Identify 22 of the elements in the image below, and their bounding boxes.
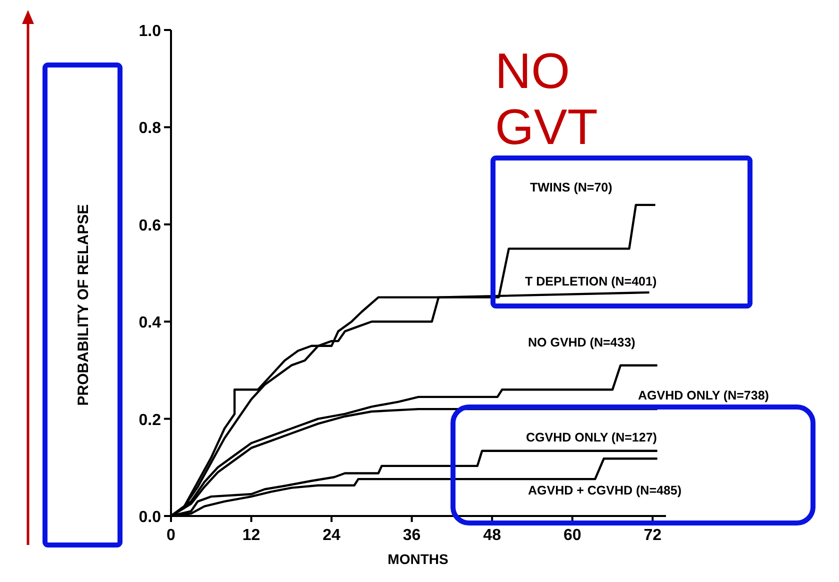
y-axis-title: PROBABILITY OF RELAPSE: [75, 204, 92, 406]
series-label: AGVHD + CGVHD (N=485): [528, 483, 682, 498]
x-tick-label: 12: [242, 527, 260, 544]
x-tick-label: 48: [483, 527, 502, 544]
series-label: T DEPLETION (N=401): [525, 274, 657, 288]
annotation: NO GVT: [495, 43, 598, 155]
series-label: NO GVHD (N=433): [528, 335, 636, 350]
y-tick-label: 0.6: [138, 217, 162, 234]
x-tick-label: 24: [322, 527, 341, 544]
x-tick-label: 36: [402, 527, 421, 544]
text: TWINS (N=70): [530, 180, 612, 194]
y-tick-label: 1.0: [138, 23, 162, 40]
series-label: CGVHD ONLY (N=127): [526, 430, 657, 444]
y-tick-label: 0.8: [138, 120, 162, 138]
y-tick-label: 0.2: [138, 412, 162, 429]
x-tick-label: 60: [563, 527, 582, 544]
x-tick-label: 0: [166, 527, 176, 544]
y-tick-label: 0.0: [138, 509, 162, 526]
x-tick-label: 72: [644, 527, 662, 544]
x-axis-title: MONTHS: [388, 551, 448, 567]
y-tick-label: 0.4: [138, 314, 162, 332]
series-label: AGVHD ONLY (N=738): [638, 388, 769, 402]
